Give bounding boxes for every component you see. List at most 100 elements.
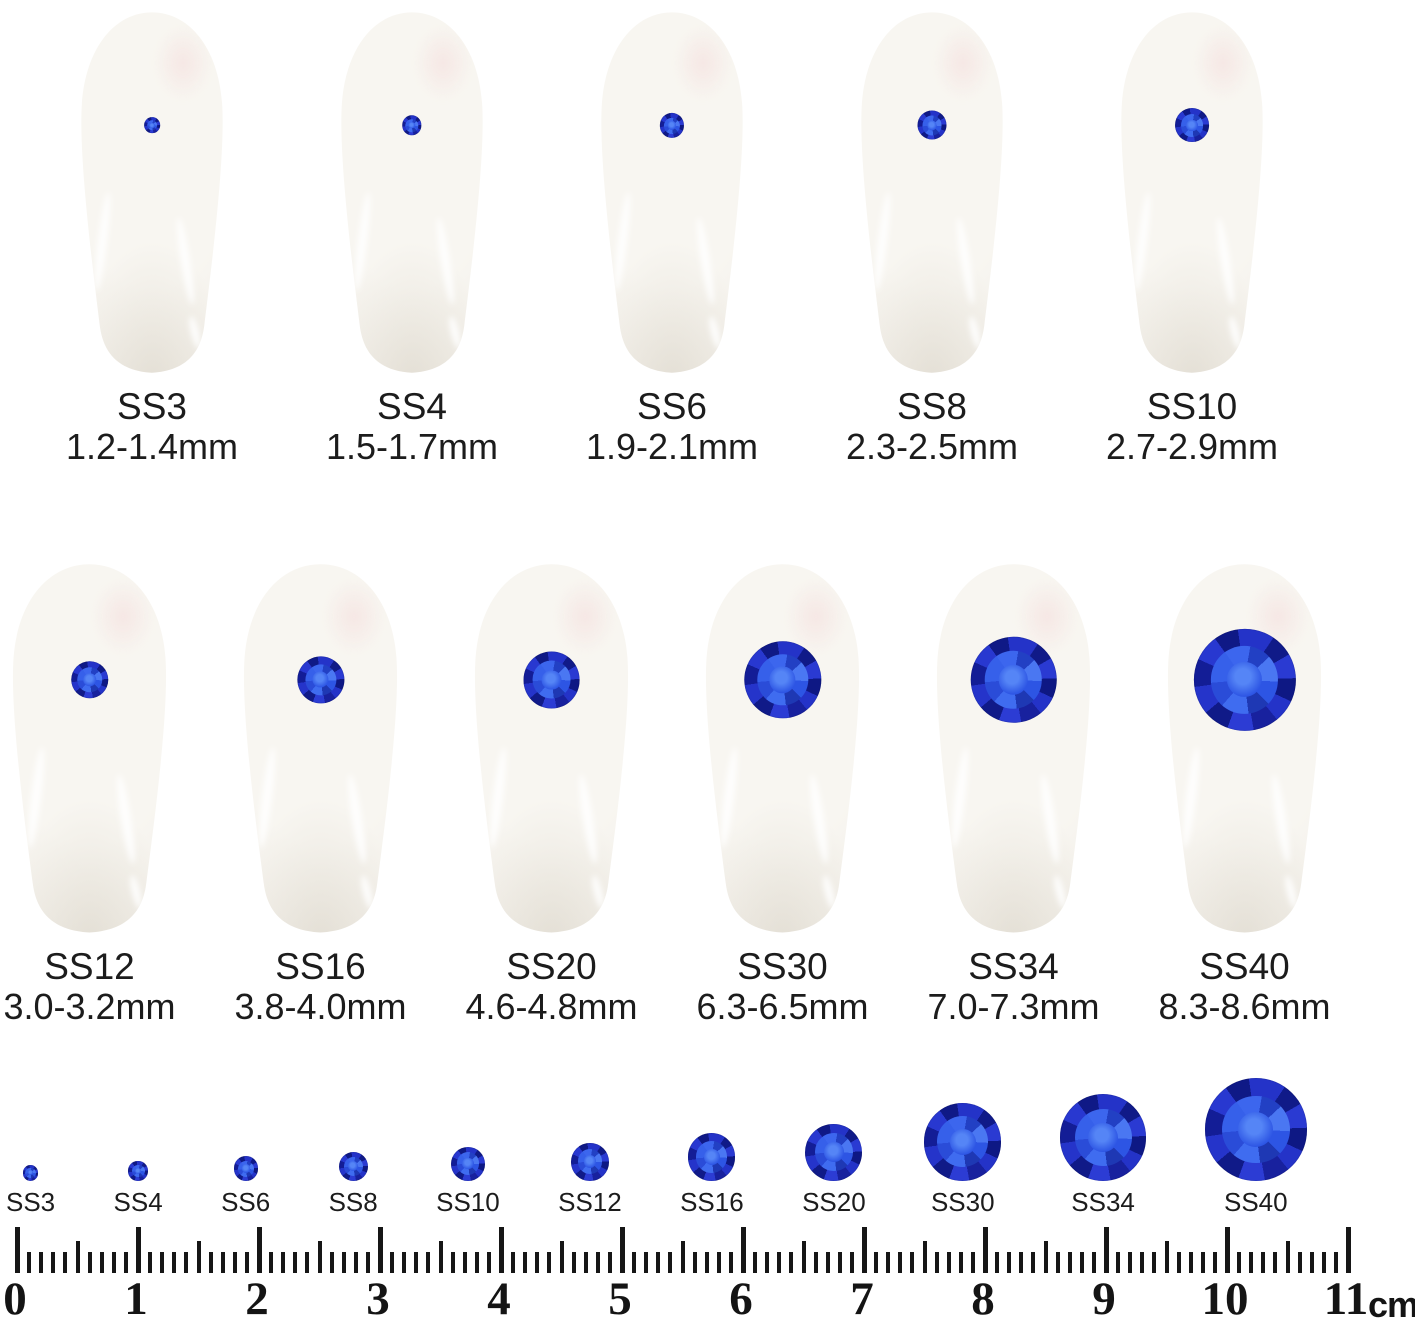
ruler-tick	[329, 1251, 334, 1273]
size-code-label: SS20	[506, 945, 597, 987]
size-code-label: SS12	[44, 945, 135, 987]
rhinestone-gem	[688, 1133, 736, 1181]
ruler-tick	[946, 1251, 951, 1273]
ruler-tick	[1333, 1251, 1338, 1273]
nail-sample-ss8: SS8 2.3-2.5mm	[802, 8, 1062, 468]
ruler-tick	[1285, 1240, 1290, 1273]
ruler-tick	[559, 1240, 564, 1273]
nail-highlight	[1052, 874, 1068, 909]
nail-sample-ss16: SS16 3.8-4.0mm	[205, 560, 436, 1028]
rhinestone-gem	[924, 1103, 1002, 1181]
ruler-number: 9	[1092, 1272, 1116, 1325]
ruler-tick	[995, 1251, 1000, 1273]
rhinestone-gem	[523, 651, 580, 708]
ruler-tick	[571, 1251, 576, 1273]
nail-sample-ss4: SS4 1.5-1.7mm	[282, 8, 542, 468]
ruler-tick	[438, 1240, 443, 1273]
ruler-tick	[692, 1251, 697, 1273]
ruler-tick	[365, 1251, 370, 1273]
ruler-number: 11	[1323, 1272, 1369, 1325]
rhinestone-gem	[970, 637, 1057, 724]
size-range-label: 1.5-1.7mm	[325, 426, 499, 468]
nail-tip	[699, 560, 867, 935]
ruler-tick	[99, 1251, 104, 1273]
ruler-tick	[886, 1251, 891, 1273]
strip-item-ss4: SS4	[114, 1161, 163, 1217]
nail-tip	[6, 560, 174, 935]
nail-highlight	[352, 191, 373, 290]
ruler-tick	[474, 1251, 479, 1273]
ruler-tick	[983, 1226, 988, 1273]
ruler-tick	[220, 1251, 225, 1273]
rhinestone-gem	[1059, 1094, 1147, 1181]
ruler-tick	[1140, 1251, 1145, 1273]
nail-highlight	[359, 874, 375, 909]
ruler-tick	[184, 1251, 189, 1273]
ruler-tick	[269, 1251, 274, 1273]
rhinestone-gem	[450, 1146, 485, 1181]
ruler-tick	[1007, 1251, 1012, 1273]
ruler-tick	[1055, 1251, 1060, 1273]
ruler-tick	[728, 1251, 733, 1273]
size-range-label: 4.6-4.8mm	[465, 986, 638, 1028]
size-label: SS16 3.8-4.0mm	[234, 946, 406, 1028]
nail-sheen	[155, 26, 211, 99]
size-range-label: 8.3-8.6mm	[1158, 986, 1331, 1028]
ruler-tick	[353, 1251, 358, 1273]
strip-size-label: SS20	[802, 1186, 866, 1217]
ruler-tick	[1019, 1251, 1024, 1273]
nail-tip	[855, 8, 1010, 375]
ruler-tick	[1176, 1251, 1181, 1273]
size-label: SS12 3.0-3.2mm	[3, 946, 175, 1028]
rhinestone-gem	[144, 118, 160, 134]
ruler-tick	[281, 1251, 286, 1273]
nail-highlight	[955, 217, 978, 305]
strip-item-ss20: SS20	[802, 1123, 866, 1218]
size-label: SS8 2.3-2.5mm	[846, 386, 1018, 468]
strip-item-ss34: SS34	[1059, 1094, 1147, 1217]
nail-sheen	[324, 579, 384, 654]
nail-highlight	[807, 773, 831, 863]
ruler-tick	[547, 1251, 552, 1273]
strip-item-ss40: SS40	[1204, 1078, 1307, 1217]
nail-highlight	[1038, 773, 1062, 863]
size-code-label: SS8	[897, 386, 967, 427]
ruler-unit-label: cm	[1368, 1283, 1415, 1325]
ruler-tick	[668, 1251, 673, 1273]
rhinestone-gem	[1193, 629, 1295, 731]
ruler-number: 8	[971, 1272, 995, 1325]
ruler-tick	[160, 1251, 165, 1273]
size-range-label: 2.7-2.9mm	[1105, 426, 1279, 468]
rhinestone-gem	[128, 1161, 148, 1181]
ruler-tick	[39, 1251, 44, 1273]
nail-highlight	[967, 316, 983, 350]
ruler-tick	[1225, 1226, 1230, 1273]
size-range-label: 1.9-2.1mm	[585, 426, 759, 468]
strip-item-ss3: SS3	[6, 1164, 55, 1218]
nail-sample-ss6: SS6 1.9-2.1mm	[542, 8, 802, 468]
nail-sample-ss34: SS34 7.0-7.3mm	[898, 560, 1129, 1028]
ruler-tick	[1237, 1251, 1242, 1273]
ruler-tick	[898, 1251, 903, 1273]
nail-row-bottom: SS12 3.0-3.2mm SS16 3.8-4.0mm SS20 4.6-4.8mm S…	[0, 560, 1415, 1028]
ruler-number: 4	[487, 1272, 511, 1325]
ruler-number: 0	[3, 1272, 27, 1325]
ruler-tick	[244, 1251, 249, 1273]
ruler-tick	[1261, 1251, 1266, 1273]
ruler-tick	[970, 1251, 975, 1273]
ruler-tick	[1031, 1251, 1036, 1273]
ruler-tick	[1321, 1251, 1326, 1273]
ruler-tick	[958, 1251, 963, 1273]
nail-highlight	[949, 747, 971, 849]
ruler-tick	[922, 1240, 927, 1273]
nail-highlight	[1132, 191, 1153, 290]
ruler-tick	[704, 1251, 709, 1273]
nail-sample-ss20: SS20 4.6-4.8mm	[436, 560, 667, 1028]
size-code-label: SS3	[117, 386, 187, 427]
ruler-tick	[644, 1251, 649, 1273]
ruler-tick	[837, 1251, 842, 1273]
ruler-number: 5	[608, 1272, 632, 1325]
size-label: SS34 7.0-7.3mm	[927, 946, 1099, 1028]
ruler-tick	[27, 1251, 32, 1273]
nail-highlight	[345, 773, 369, 863]
